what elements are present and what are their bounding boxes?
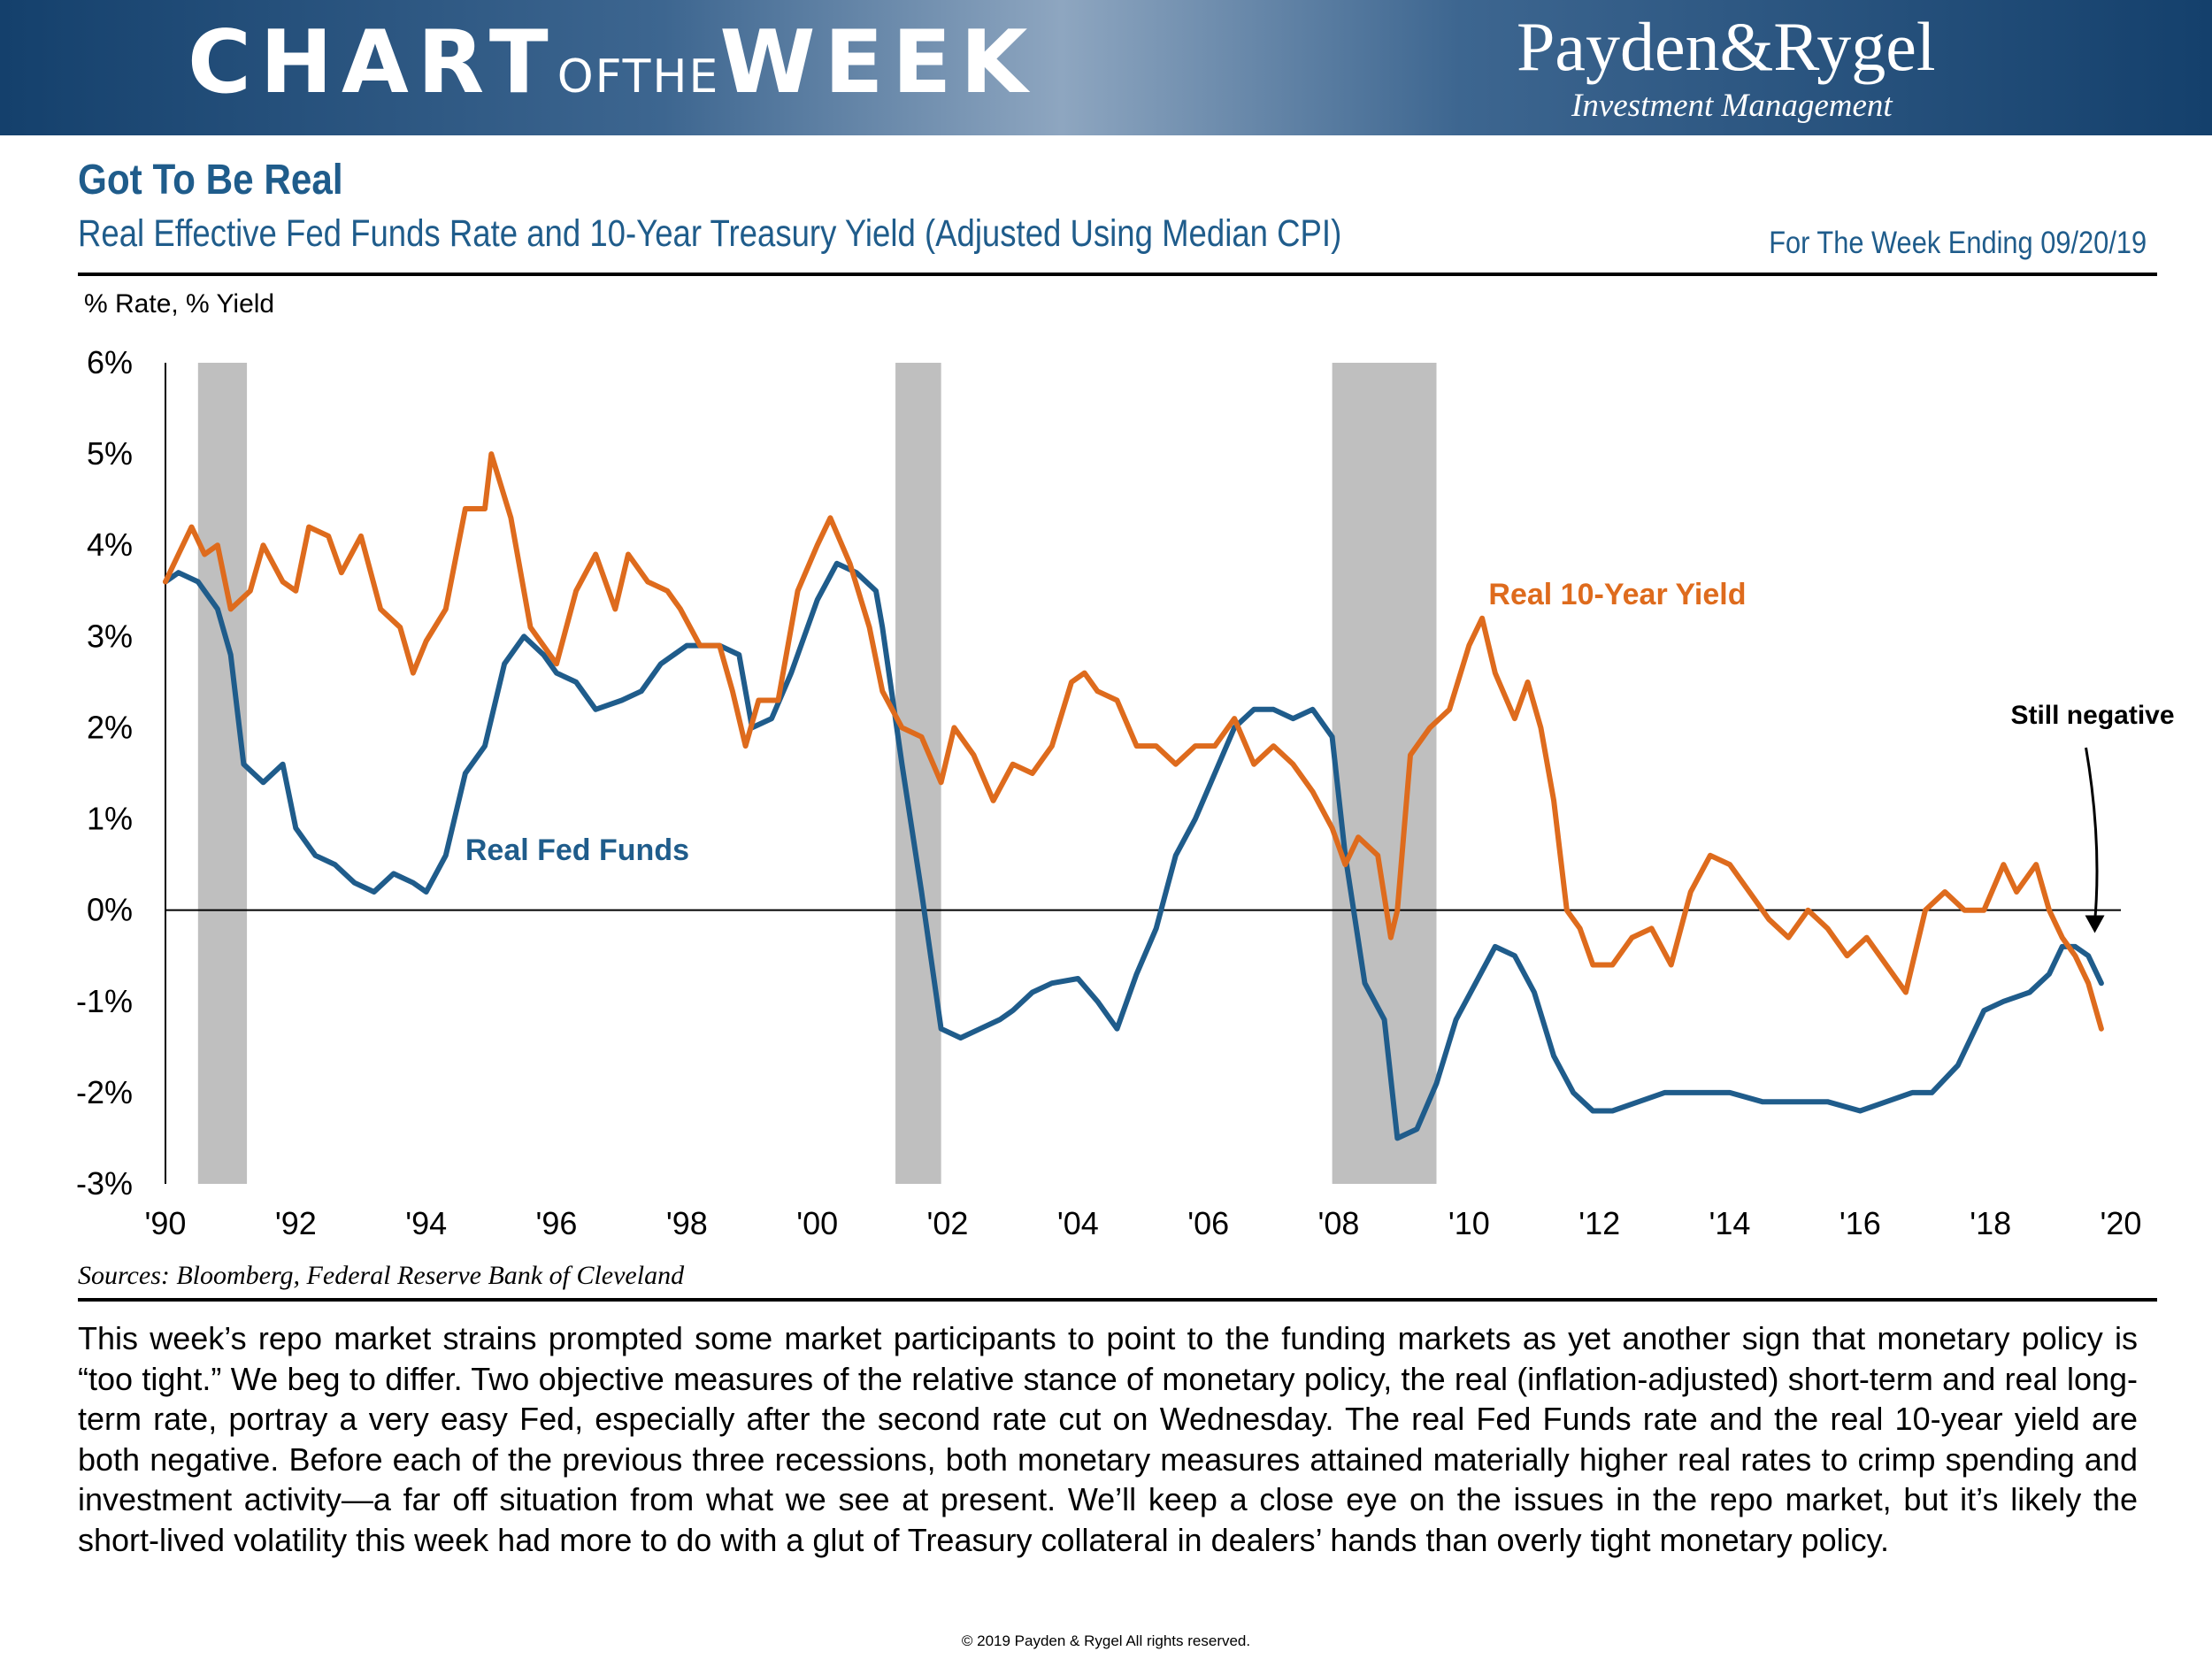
ten-year-series-label: Real 10-Year Yield xyxy=(1488,578,1746,611)
still-negative-annotation: Still negative xyxy=(2010,701,2174,730)
x-tick-label: '12 xyxy=(1578,1205,1620,1241)
y-tick-label: -3% xyxy=(76,1165,133,1202)
y-tick-label: 5% xyxy=(87,435,133,472)
y-tick-label: 0% xyxy=(87,892,133,928)
fed-funds-series-label: Real Fed Funds xyxy=(465,833,689,867)
x-tick-label: '04 xyxy=(1057,1205,1099,1241)
recession-bands xyxy=(197,363,1437,1184)
line-chart: 6% 5% 4% 3% 2% 1% 0% -1% -2% -3% '90 '92 '94 '96 '98 '0… xyxy=(76,344,2175,1241)
recession-band-3 xyxy=(1332,363,1437,1184)
x-tick-label: '94 xyxy=(405,1205,447,1241)
x-tick-label: '16 xyxy=(1839,1205,1881,1241)
annotation-arrow-head xyxy=(2085,915,2105,933)
week-ending-date: For The Week Ending 09/20/19 xyxy=(1769,226,2147,260)
ten-year-yield-line xyxy=(163,451,2104,1032)
top-divider xyxy=(78,273,2157,276)
fed-funds-line xyxy=(163,560,2104,1141)
x-tick-label: '96 xyxy=(536,1205,578,1241)
recession-band-1 xyxy=(197,363,248,1184)
chart-labels: Real Fed Funds Real 10-Year Yield Still ne… xyxy=(465,578,2175,933)
copyright-notice: © 2019 Payden & Rygel All rights reserve… xyxy=(961,1632,1251,1649)
chart-of-the-week-logo: CHARTOFTHEWEEK xyxy=(188,19,1036,106)
brand-subtitle: Investment Management xyxy=(1571,88,1893,124)
x-tick-label: '02 xyxy=(927,1205,969,1241)
chart-title: Got To Be Real xyxy=(78,157,343,204)
banner: CHARTOFTHEWEEK Payden&Rygel Investment M… xyxy=(0,0,2212,135)
logo-week: WEEK xyxy=(719,12,1037,113)
x-tick-label: '08 xyxy=(1318,1205,1360,1241)
x-tick-label: '20 xyxy=(2101,1205,2142,1241)
y-tick-label: -2% xyxy=(76,1074,133,1110)
x-tick-label: '18 xyxy=(1970,1205,2011,1241)
x-tick-label: '98 xyxy=(666,1205,708,1241)
y-axis-unit-label: % Rate, % Yield xyxy=(84,289,275,319)
sources-note: Sources: Bloomberg, Federal Reserve Bank… xyxy=(78,1261,685,1290)
chart-subtitle: Real Effective Fed Funds Rate and 10-Yea… xyxy=(78,212,1342,255)
x-tick-label: '06 xyxy=(1187,1205,1229,1241)
y-tick-label: 3% xyxy=(87,618,133,654)
x-tick-label: '14 xyxy=(1709,1205,1751,1241)
logo-chart: CHART xyxy=(188,12,557,113)
axes: 6% 5% 4% 3% 2% 1% 0% -1% -2% -3% '90 '92 '94 '96 '98 '0… xyxy=(76,344,2141,1241)
y-tick-label: 6% xyxy=(87,344,133,380)
x-tick-label: '92 xyxy=(275,1205,317,1241)
annotation-arrow-shaft xyxy=(2085,747,2099,923)
commentary-paragraph: This week’s repo market strains prompted… xyxy=(78,1320,2138,1558)
y-tick-label: 1% xyxy=(87,801,133,837)
series-lines xyxy=(163,451,2104,1141)
x-tick-label: '10 xyxy=(1448,1205,1490,1241)
x-tick-label: '00 xyxy=(796,1205,838,1241)
bottom-divider xyxy=(78,1298,2157,1302)
logo-ofthe: OFTHE xyxy=(557,50,720,104)
brand-name: Payden&Rygel xyxy=(1517,8,1936,85)
y-tick-label: -1% xyxy=(76,983,133,1019)
y-tick-label: 2% xyxy=(87,709,133,745)
x-tick-label: '90 xyxy=(145,1205,187,1241)
y-tick-label: 4% xyxy=(87,526,133,563)
